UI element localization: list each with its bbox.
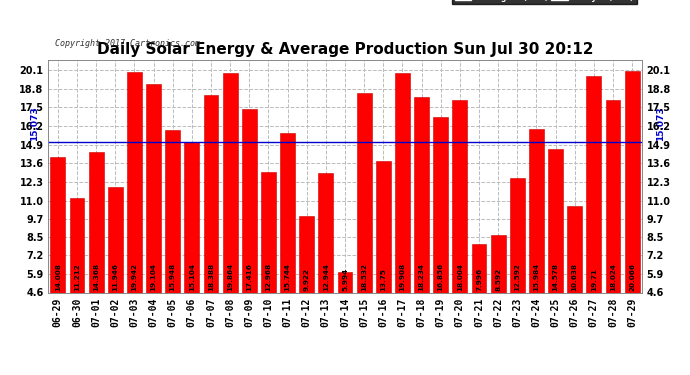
Text: 16.856: 16.856 [437,263,444,291]
Text: 18.004: 18.004 [457,264,463,291]
Text: 18.024: 18.024 [610,264,616,291]
Bar [146,84,161,292]
Text: 15.984: 15.984 [533,263,540,291]
Text: 14.578: 14.578 [553,263,559,291]
Bar [166,130,180,292]
Text: 14.368: 14.368 [93,263,99,291]
Bar [395,73,410,292]
Bar [376,161,391,292]
Text: 20.066: 20.066 [629,263,635,291]
Bar [261,172,276,292]
Bar [357,93,372,292]
Text: 13.75: 13.75 [380,268,386,291]
Bar [471,244,486,292]
Bar [108,187,123,292]
Bar [318,173,333,292]
Bar [70,198,84,292]
Text: 19.71: 19.71 [591,268,597,291]
Bar [586,76,601,292]
Text: 5.994: 5.994 [342,268,348,291]
Text: 12.968: 12.968 [266,263,271,291]
Text: 15.104: 15.104 [189,264,195,291]
Bar [280,133,295,292]
Bar [337,273,353,292]
Text: 15.073: 15.073 [656,107,665,141]
Legend: Average  (kWh), Daily  (kWh): Average (kWh), Daily (kWh) [453,0,637,4]
Bar [204,94,219,292]
Bar [223,74,237,292]
Bar [529,129,544,292]
Bar [414,97,429,292]
Bar [184,142,199,292]
Text: 10.638: 10.638 [572,263,578,291]
Text: 14.008: 14.008 [55,264,61,291]
Text: 19.942: 19.942 [131,263,137,291]
Text: Copyright 2017 Cartronics.com: Copyright 2017 Cartronics.com [55,39,200,48]
Text: 12.592: 12.592 [514,263,520,291]
Text: 8.592: 8.592 [495,268,501,291]
Bar [299,216,314,292]
Text: 7.996: 7.996 [476,268,482,291]
Bar [50,158,66,292]
Bar [567,206,582,292]
Text: 19.104: 19.104 [150,264,157,291]
Bar [491,235,506,292]
Text: 19.908: 19.908 [400,263,406,291]
Text: 12.944: 12.944 [323,264,329,291]
Bar [433,117,448,292]
Text: 19.864: 19.864 [227,263,233,291]
Bar [606,100,620,292]
Text: 15.948: 15.948 [170,263,176,291]
Title: Daily Solar Energy & Average Production Sun Jul 30 20:12: Daily Solar Energy & Average Production … [97,42,593,57]
Text: 18.234: 18.234 [419,264,424,291]
Bar [510,178,524,292]
Text: 11.212: 11.212 [74,264,80,291]
Text: 17.416: 17.416 [246,264,253,291]
Text: 15.744: 15.744 [284,264,290,291]
Bar [453,100,467,292]
Text: 18.532: 18.532 [361,263,367,291]
Bar [548,149,563,292]
Bar [127,72,142,292]
Text: 18.388: 18.388 [208,263,214,291]
Bar [241,109,257,292]
Text: 15.073: 15.073 [30,107,39,141]
Bar [624,70,640,292]
Bar [89,152,104,292]
Text: 9.922: 9.922 [304,268,310,291]
Text: 11.946: 11.946 [112,263,118,291]
